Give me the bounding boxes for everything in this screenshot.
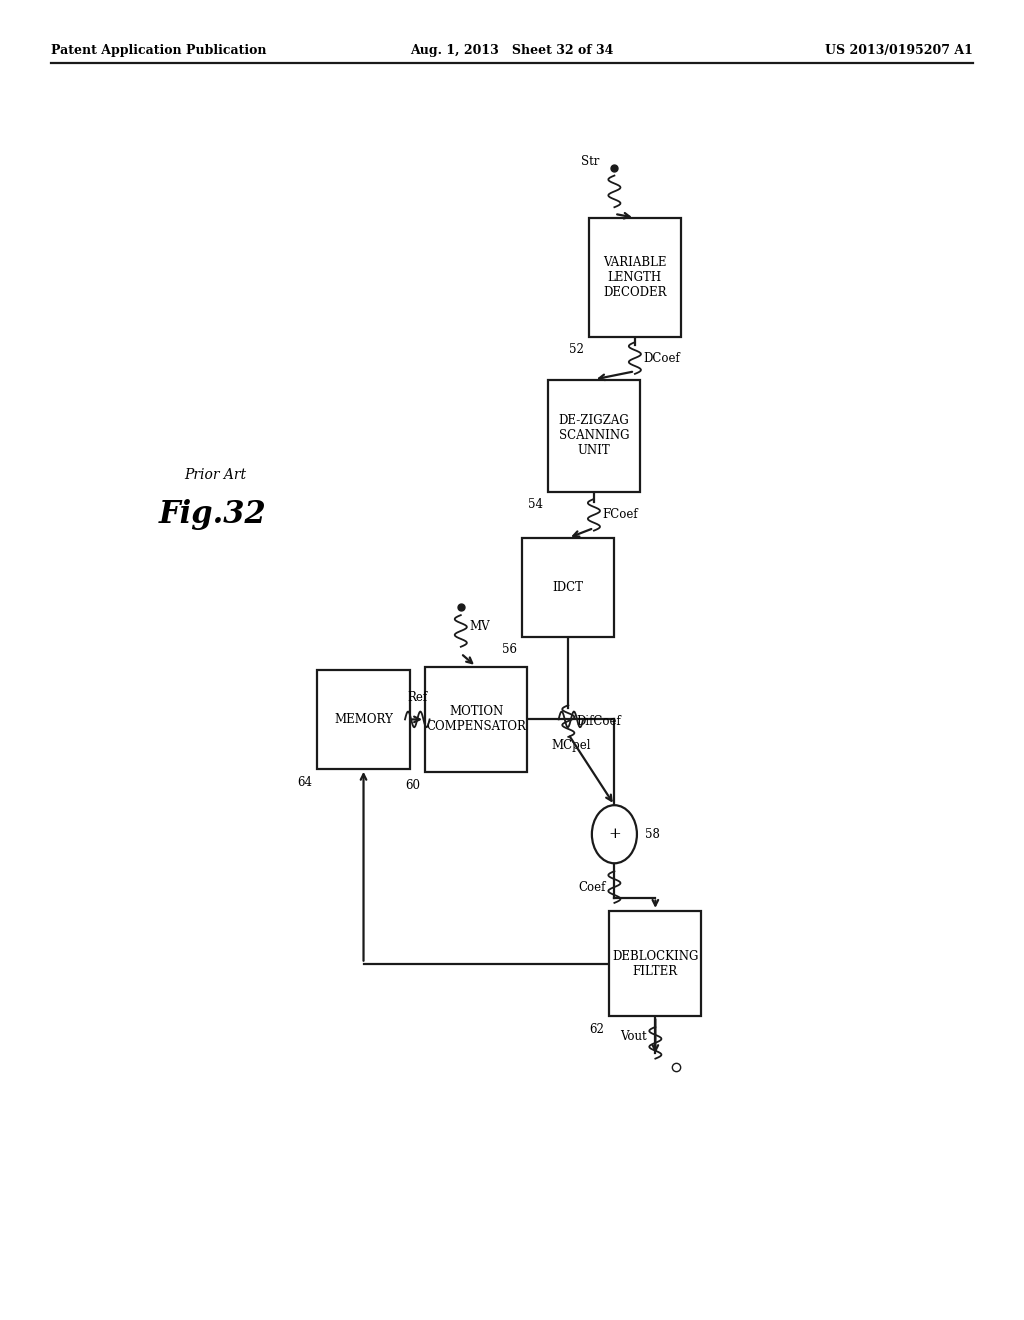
Text: US 2013/0195207 A1: US 2013/0195207 A1 — [825, 44, 973, 57]
Text: 62: 62 — [589, 1023, 604, 1036]
Text: Str: Str — [581, 154, 599, 168]
Text: Patent Application Publication: Patent Application Publication — [51, 44, 266, 57]
Bar — [522, 537, 614, 636]
Text: DifCoef: DifCoef — [577, 714, 622, 727]
Text: Prior Art: Prior Art — [184, 469, 247, 482]
Bar — [317, 671, 410, 768]
Text: 52: 52 — [568, 343, 584, 356]
Text: Coef: Coef — [579, 880, 606, 894]
Text: MCpel: MCpel — [551, 739, 591, 752]
Text: Ref: Ref — [408, 690, 427, 704]
Text: Vout: Vout — [621, 1030, 647, 1043]
Text: DCoef: DCoef — [643, 351, 680, 364]
Text: MEMORY: MEMORY — [334, 713, 393, 726]
Text: VARIABLE
LENGTH
DECODER: VARIABLE LENGTH DECODER — [603, 256, 667, 298]
Bar — [609, 911, 701, 1016]
Text: DEBLOCKING
FILTER: DEBLOCKING FILTER — [612, 949, 698, 978]
Bar — [589, 218, 681, 337]
Text: 64: 64 — [297, 776, 312, 788]
Bar — [425, 667, 527, 772]
Circle shape — [592, 805, 637, 863]
Text: 60: 60 — [404, 779, 420, 792]
Text: DE-ZIGZAG
SCANNING
UNIT: DE-ZIGZAG SCANNING UNIT — [558, 414, 630, 457]
Bar — [548, 380, 640, 491]
Text: Fig.32: Fig.32 — [159, 499, 266, 531]
Text: FCoef: FCoef — [602, 508, 638, 521]
Text: 54: 54 — [527, 498, 543, 511]
Text: Aug. 1, 2013   Sheet 32 of 34: Aug. 1, 2013 Sheet 32 of 34 — [411, 44, 613, 57]
Text: IDCT: IDCT — [553, 581, 584, 594]
Text: +: + — [608, 828, 621, 841]
Text: MOTION
COMPENSATOR: MOTION COMPENSATOR — [426, 705, 526, 734]
Text: 58: 58 — [645, 828, 660, 841]
Text: 56: 56 — [502, 643, 517, 656]
Text: MV: MV — [469, 620, 489, 634]
